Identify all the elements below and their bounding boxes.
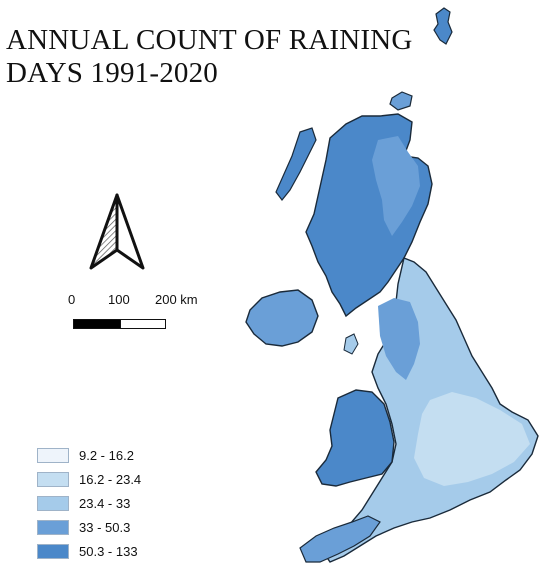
map-region-wales: [315, 389, 395, 487]
legend-item: 50.3 - 133: [37, 539, 141, 563]
north-arrow-icon: [89, 193, 145, 270]
map-region-south-west: [299, 515, 381, 563]
legend-item: 9.2 - 16.2: [37, 443, 141, 467]
legend-swatch: [37, 447, 69, 463]
map-region-south-east: [414, 392, 530, 486]
map-region-shetland: [433, 7, 453, 45]
map-title-line-2: DAYS 1991-2020: [6, 57, 219, 89]
legend-item: 23.4 - 33: [37, 491, 141, 515]
legend-swatch: [37, 519, 69, 535]
scale-bar-white-segment: [120, 319, 166, 329]
map-region-northern-ireland: [245, 289, 319, 347]
scale-label-200: 200 km: [155, 292, 198, 307]
map-title-line-1: ANNUAL COUNT OF RAINING: [6, 24, 413, 56]
legend-label: 33 - 50.3: [79, 519, 131, 535]
scale-label-100: 100: [108, 292, 130, 307]
map-region-isle-of-man: [343, 333, 359, 355]
map-region-pennines: [378, 298, 420, 380]
scale-bar: 0 100 200 km: [60, 292, 260, 336]
legend-item: 16.2 - 23.4: [37, 467, 141, 491]
map-region-orkney: [389, 91, 413, 111]
legend-label: 16.2 - 23.4: [79, 471, 142, 487]
legend-label: 9.2 - 16.2: [79, 447, 134, 463]
legend-swatch: [37, 495, 69, 511]
legend-label: 23.4 - 33: [79, 495, 131, 511]
legend-label: 50.3 - 133: [79, 543, 138, 559]
legend-swatch: [37, 471, 69, 487]
scale-bar-black-segment: [73, 319, 121, 329]
legend: 9.2 - 16.2 16.2 - 23.4 23.4 - 33 33 - 50…: [37, 443, 141, 563]
map-title: ANNUAL COUNT OF RAINING DAYS 1991-2020: [6, 24, 413, 90]
scale-label-0: 0: [68, 292, 76, 307]
map-region-outer-hebrides: [275, 127, 317, 201]
uk-choropleth-map: [245, 7, 539, 563]
legend-swatch: [37, 543, 69, 559]
legend-item: 33 - 50.3: [37, 515, 141, 539]
map-region-scotland-east: [372, 136, 420, 236]
